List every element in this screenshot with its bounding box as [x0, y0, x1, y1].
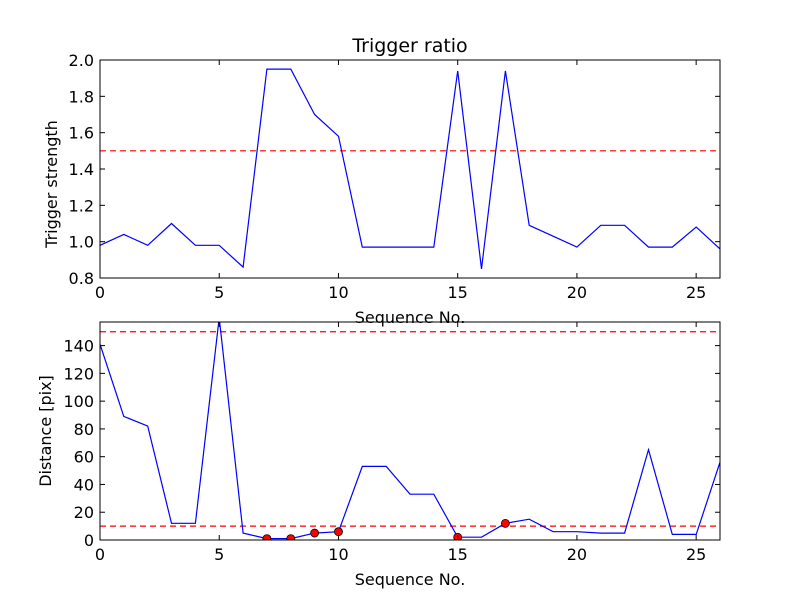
- y-tick-label: 2.0: [69, 51, 94, 70]
- x-tick-label: 0: [95, 545, 105, 564]
- y-tick-label: 0: [84, 531, 94, 550]
- x-tick-label: 0: [95, 283, 105, 302]
- series-line: [100, 68, 720, 269]
- y-tick-label: 1.4: [69, 160, 94, 179]
- x-tick-label: 20: [567, 283, 587, 302]
- y-tick-label: 20: [74, 503, 94, 522]
- data-point-marker: [500, 518, 510, 528]
- y-tick-label: 60: [74, 448, 94, 467]
- x-tick-label: 25: [686, 545, 706, 564]
- y-tick-label: 40: [74, 475, 94, 494]
- x-tick-label: 5: [214, 545, 224, 564]
- data-point-marker: [310, 528, 320, 538]
- data-point-marker: [334, 527, 343, 537]
- y-axis-label: Distance [pix]: [36, 375, 55, 487]
- y-tick-label: 80: [74, 420, 94, 439]
- data-point-marker: [262, 534, 272, 540]
- x-tick-label: 15: [448, 283, 468, 302]
- data-point-marker: [286, 534, 296, 540]
- plot-area: [100, 68, 720, 269]
- y-tick-label: 1.2: [69, 196, 94, 215]
- x-tick-label: 5: [214, 283, 224, 302]
- y-tick-label: 140: [63, 337, 94, 356]
- x-tick-label: 20: [567, 545, 587, 564]
- chart-title: Trigger ratio: [351, 35, 467, 57]
- axes-frame: [99, 321, 721, 541]
- y-tick-label: 1.0: [69, 233, 94, 252]
- x-tick-label: 15: [448, 545, 468, 564]
- x-tick-label: 25: [686, 283, 706, 302]
- plot-area: [100, 322, 720, 540]
- x-axis-label: Sequence No.: [355, 570, 466, 589]
- distance-panel: Distance [pix] Sequence No. 0 5 10 15 20 25 0 2…: [36, 321, 721, 589]
- series-line: [100, 322, 720, 540]
- y-axis-label: Trigger strength: [42, 120, 61, 249]
- x-tick-label: 10: [328, 545, 348, 564]
- y-tick-label: 0.8: [69, 269, 94, 288]
- y-tick-label: 1.8: [69, 87, 94, 106]
- x-axis-label: Sequence No.: [355, 308, 466, 327]
- x-tick-label: 10: [328, 283, 348, 302]
- y-tick-label: 100: [63, 392, 94, 411]
- y-tick-label: 120: [63, 364, 94, 383]
- y-tick-label: 1.6: [69, 124, 94, 143]
